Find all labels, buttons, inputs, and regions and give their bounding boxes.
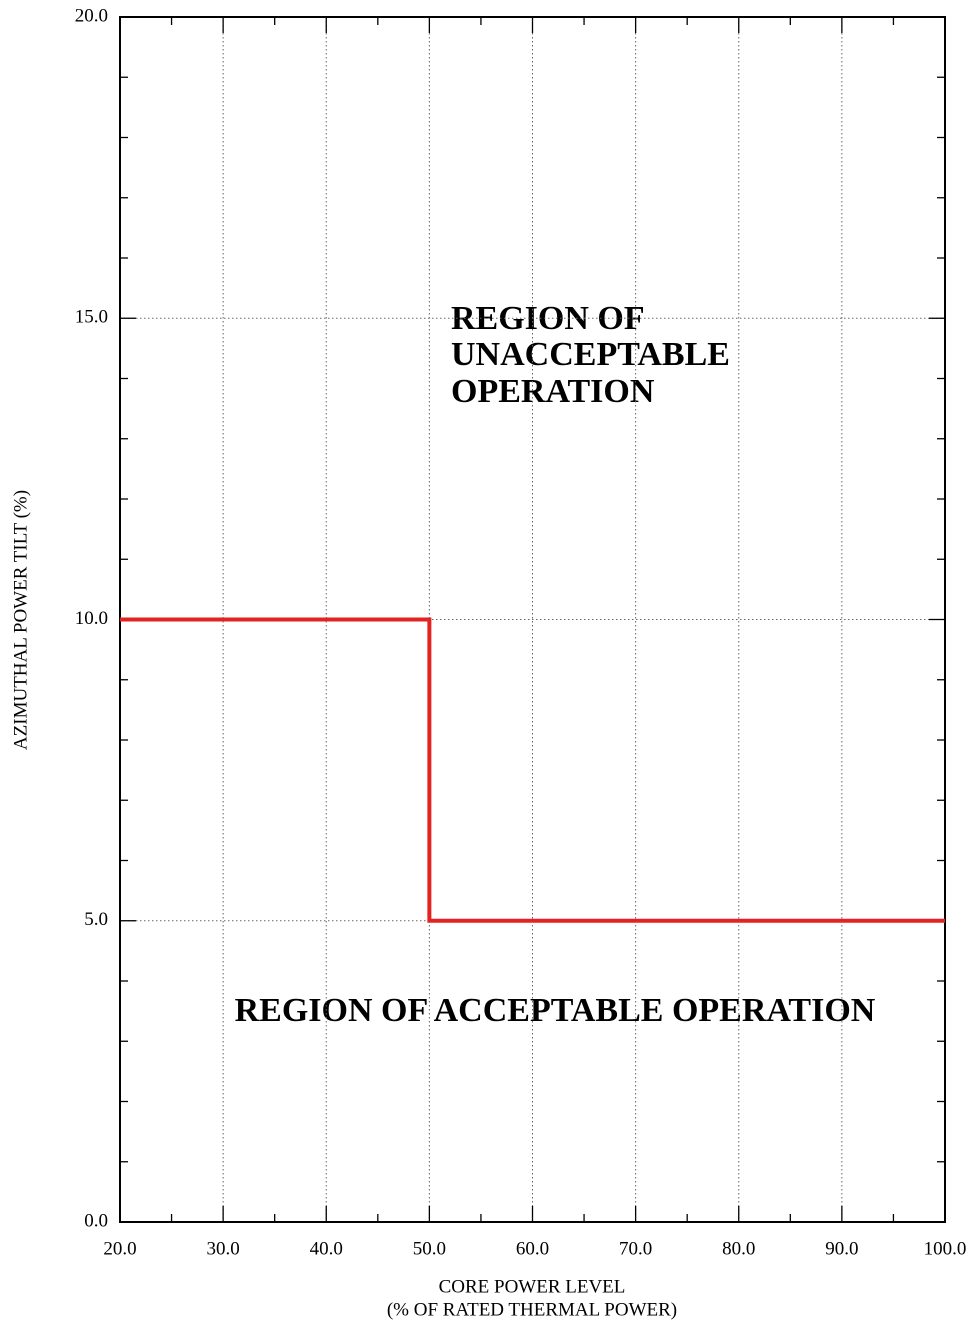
y-tick-label: 10.0: [75, 608, 108, 629]
annotation: OPERATION: [451, 373, 655, 410]
x-tick-label: 70.0: [619, 1238, 652, 1259]
y-tick-label: 0.0: [84, 1210, 108, 1231]
x-tick-label: 50.0: [413, 1238, 446, 1259]
y-axis-label: AZIMUTHAL POWER TILT (%): [10, 490, 31, 750]
annotation: UNACCEPTABLE: [451, 336, 730, 373]
x-tick-label: 80.0: [722, 1238, 755, 1259]
data-line: [120, 617, 945, 923]
x-tick-label: 90.0: [825, 1238, 858, 1259]
x-tick-label: 40.0: [310, 1238, 343, 1259]
y-tick-label: 15.0: [75, 307, 108, 328]
x-tick-label: 30.0: [207, 1238, 240, 1259]
y-tick-label: 20.0: [75, 5, 108, 26]
y-tick-label: 5.0: [84, 909, 108, 930]
annotation: REGION OF ACCEPTABLE OPERATION: [235, 992, 876, 1029]
x-tick-label: 20.0: [103, 1238, 136, 1259]
x-axis-label: (% OF RATED THERMAL POWER): [387, 1299, 677, 1320]
x-tick-label: 60.0: [516, 1238, 549, 1259]
x-tick-label: 100.0: [924, 1238, 967, 1259]
x-axis-label: CORE POWER LEVEL: [439, 1276, 626, 1297]
